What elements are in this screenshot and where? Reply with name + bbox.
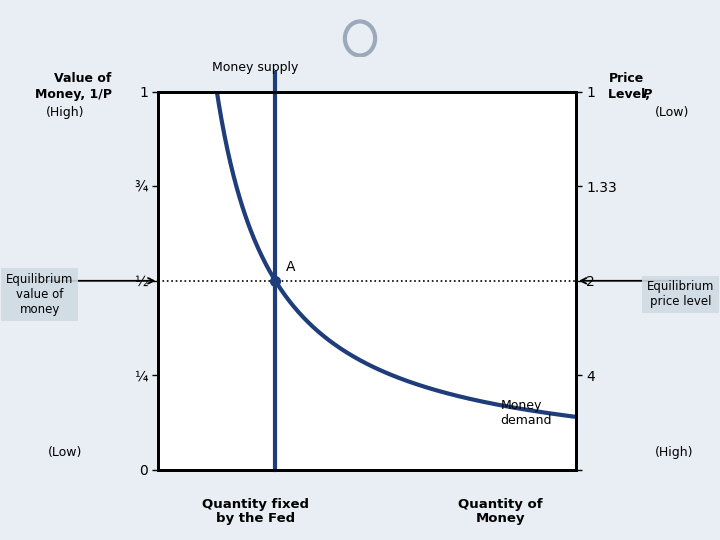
Text: Quantity fixed: Quantity fixed [202, 498, 309, 511]
Text: (Low): (Low) [655, 106, 690, 119]
Text: P: P [643, 88, 652, 101]
Text: (High): (High) [45, 106, 84, 119]
Text: Money: Money [476, 512, 525, 525]
Text: Price: Price [608, 72, 644, 85]
Text: Equilibrium
value of
money: Equilibrium value of money [6, 273, 73, 316]
Text: Money supply: Money supply [212, 61, 299, 74]
Text: Level,: Level, [608, 88, 654, 101]
Text: Equilibrium
price level: Equilibrium price level [647, 280, 714, 308]
Text: Money, 1/P: Money, 1/P [35, 88, 112, 101]
Text: (High): (High) [655, 446, 693, 459]
Text: by the Fed: by the Fed [216, 512, 295, 525]
Text: Money
demand: Money demand [500, 399, 552, 427]
Text: Quantity of: Quantity of [458, 498, 543, 511]
Text: (Low): (Low) [48, 446, 82, 459]
Text: A: A [286, 260, 295, 274]
Text: Value of: Value of [54, 72, 112, 85]
